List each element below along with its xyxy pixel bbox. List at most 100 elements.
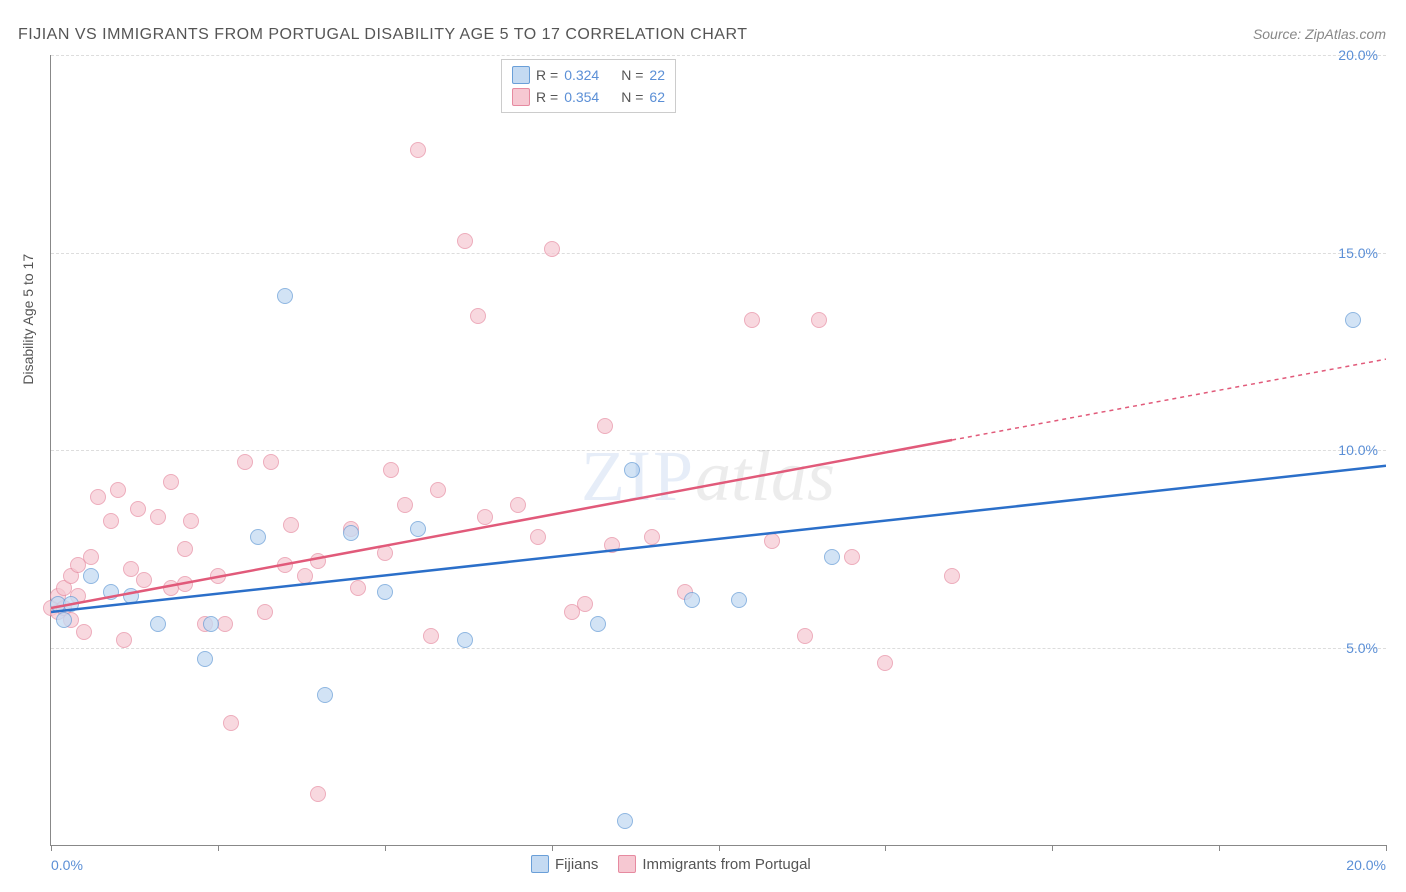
data-point: [470, 308, 486, 324]
data-point: [377, 545, 393, 561]
data-point: [877, 655, 893, 671]
data-point: [457, 233, 473, 249]
data-point: [103, 513, 119, 529]
data-point: [56, 612, 72, 628]
plot-area: ZIPatlas R =0.324N =22R =0.354N =62 Fiji…: [50, 55, 1386, 846]
legend-n-label: N =: [621, 64, 643, 86]
legend-swatch: [512, 66, 530, 84]
data-point: [343, 525, 359, 541]
legend-swatch: [618, 855, 636, 873]
legend-swatch: [531, 855, 549, 873]
data-point: [136, 572, 152, 588]
data-point: [477, 509, 493, 525]
y-tick-label: 10.0%: [1338, 442, 1378, 458]
x-tick: [218, 845, 219, 851]
data-point: [257, 604, 273, 620]
legend-r-value: 0.354: [564, 86, 599, 108]
data-point: [577, 596, 593, 612]
legend-r-label: R =: [536, 64, 558, 86]
x-tick: [51, 845, 52, 851]
data-point: [644, 529, 660, 545]
data-point: [310, 786, 326, 802]
source-attribution: Source: ZipAtlas.com: [1253, 26, 1386, 42]
data-point: [177, 541, 193, 557]
x-tick: [1052, 845, 1053, 851]
watermark-zip: ZIP: [581, 436, 695, 516]
data-point: [76, 624, 92, 640]
x-tick: [1219, 845, 1220, 851]
data-point: [811, 312, 827, 328]
y-tick-label: 5.0%: [1346, 640, 1378, 656]
data-point: [63, 596, 79, 612]
data-point: [624, 462, 640, 478]
data-point: [90, 489, 106, 505]
x-tick: [1386, 845, 1387, 851]
data-point: [457, 632, 473, 648]
data-point: [150, 509, 166, 525]
data-point: [150, 616, 166, 632]
data-point: [510, 497, 526, 513]
legend-n-value: 62: [649, 86, 665, 108]
data-point: [177, 576, 193, 592]
data-point: [297, 568, 313, 584]
data-point: [110, 482, 126, 498]
legend-swatch: [512, 88, 530, 106]
data-point: [130, 501, 146, 517]
legend-r-label: R =: [536, 86, 558, 108]
data-point: [731, 592, 747, 608]
x-tick: [885, 845, 886, 851]
data-point: [103, 584, 119, 600]
legend-r-value: 0.324: [564, 64, 599, 86]
data-point: [317, 687, 333, 703]
x-axis-min-label: 0.0%: [51, 857, 83, 873]
data-point: [283, 517, 299, 533]
grid-line: [51, 55, 1386, 56]
data-point: [844, 549, 860, 565]
data-point: [277, 557, 293, 573]
data-point: [744, 312, 760, 328]
data-point: [197, 651, 213, 667]
correlation-legend: R =0.324N =22R =0.354N =62: [501, 59, 676, 113]
data-point: [83, 549, 99, 565]
data-point: [350, 580, 366, 596]
data-point: [604, 537, 620, 553]
data-point: [237, 454, 253, 470]
data-point: [1345, 312, 1361, 328]
data-point: [310, 553, 326, 569]
x-tick: [552, 845, 553, 851]
data-point: [123, 561, 139, 577]
legend-label: Fijians: [555, 856, 598, 873]
data-point: [397, 497, 413, 513]
grid-line: [51, 450, 1386, 451]
correlation-chart: FIJIAN VS IMMIGRANTS FROM PORTUGAL DISAB…: [0, 0, 1406, 892]
x-tick: [719, 845, 720, 851]
data-point: [597, 418, 613, 434]
data-point: [83, 568, 99, 584]
data-point: [263, 454, 279, 470]
data-point: [410, 142, 426, 158]
legend-n-label: N =: [621, 86, 643, 108]
data-point: [944, 568, 960, 584]
data-point: [530, 529, 546, 545]
data-point: [277, 288, 293, 304]
legend-row: R =0.324N =22: [512, 64, 665, 86]
legend-item: Immigrants from Portugal: [618, 855, 810, 873]
legend-row: R = 0.354 N = 62: [512, 86, 665, 108]
y-axis-title: Disability Age 5 to 17: [20, 254, 36, 385]
data-point: [377, 584, 393, 600]
data-point: [544, 241, 560, 257]
grid-line: [51, 648, 1386, 649]
y-tick-label: 15.0%: [1338, 245, 1378, 261]
data-point: [590, 616, 606, 632]
legend-label: Immigrants from Portugal: [642, 856, 810, 873]
watermark: ZIPatlas: [581, 435, 835, 518]
data-point: [203, 616, 219, 632]
series-legend: Fijians Immigrants from Portugal: [531, 855, 811, 873]
x-tick: [385, 845, 386, 851]
data-point: [430, 482, 446, 498]
data-point: [410, 521, 426, 537]
grid-line: [51, 253, 1386, 254]
data-point: [116, 632, 132, 648]
legend-item: Fijians: [531, 855, 598, 873]
data-point: [223, 715, 239, 731]
